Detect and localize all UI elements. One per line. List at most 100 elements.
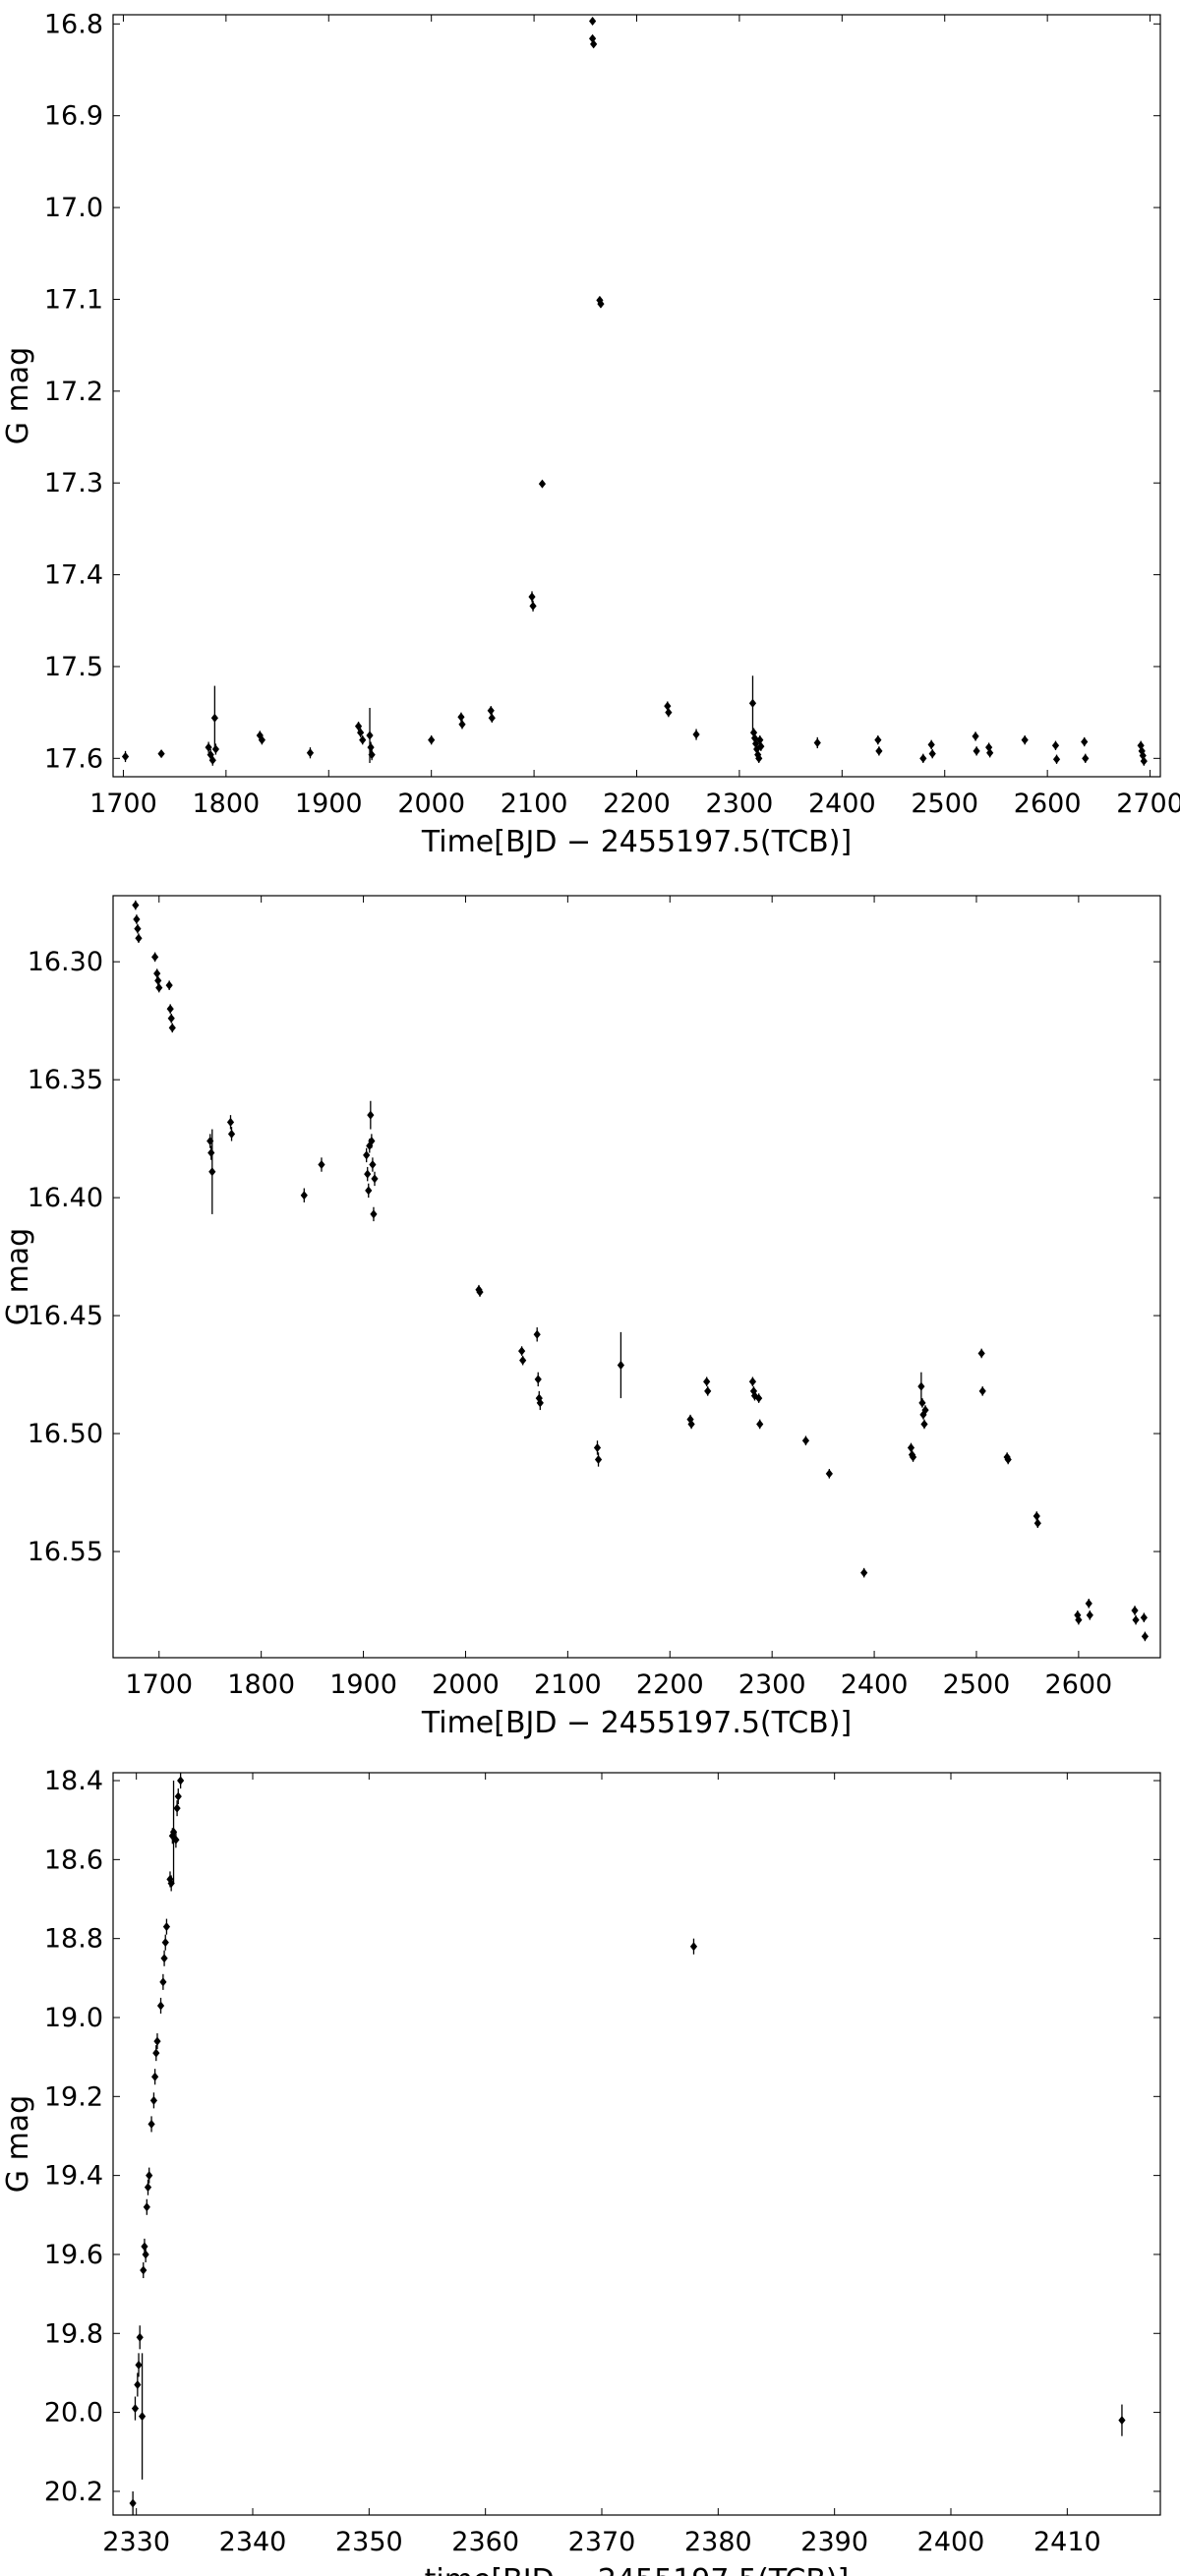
data-point xyxy=(1033,1518,1041,1528)
y-tick-label: 17.4 xyxy=(44,560,103,591)
data-point xyxy=(1118,2416,1126,2426)
data-point xyxy=(1132,1615,1140,1625)
data-point xyxy=(149,2095,158,2105)
data-point xyxy=(366,731,374,740)
data-point xyxy=(174,1791,182,1801)
data-point xyxy=(157,749,165,759)
plot-frame xyxy=(112,895,1161,1659)
data-point xyxy=(363,1150,371,1160)
x-axis-label: Time[BJD − 2455197.5(TCB)] xyxy=(421,1706,852,1740)
x-tick-label: 1700 xyxy=(89,789,157,819)
data-point xyxy=(367,742,375,752)
x-tick-label: 2200 xyxy=(603,789,671,819)
data-point xyxy=(211,744,220,754)
y-tick-label: 18.6 xyxy=(44,1844,103,1875)
data-point xyxy=(1140,756,1148,766)
y-tick-label: 16.40 xyxy=(28,1183,103,1213)
data-point xyxy=(692,730,700,739)
data-point xyxy=(367,1110,375,1120)
data-point xyxy=(132,901,140,910)
data-point xyxy=(151,2072,159,2081)
x-tick-label: 2600 xyxy=(1014,789,1082,819)
data-point xyxy=(488,713,496,723)
data-point xyxy=(152,2048,160,2058)
data-point xyxy=(134,2379,142,2389)
data-point xyxy=(534,1375,542,1384)
data-point xyxy=(173,1803,181,1813)
data-point xyxy=(755,1393,763,1403)
data-point xyxy=(155,983,163,993)
data-point xyxy=(258,735,266,745)
data-point xyxy=(306,748,315,758)
data-point xyxy=(686,1415,694,1425)
data-point xyxy=(909,1452,917,1462)
data-point xyxy=(227,1129,236,1139)
data-point xyxy=(755,753,763,763)
data-point xyxy=(487,706,495,716)
data-point xyxy=(1081,737,1089,747)
data-point xyxy=(689,1942,698,1952)
data-point xyxy=(1140,1612,1148,1622)
x-tick-label: 2330 xyxy=(102,2527,170,2557)
data-point xyxy=(1086,1610,1093,1620)
data-point xyxy=(748,698,757,708)
data-point xyxy=(1139,751,1147,761)
data-point xyxy=(665,708,673,718)
data-point xyxy=(918,1398,926,1408)
data-point xyxy=(1082,753,1090,763)
data-point xyxy=(457,712,465,722)
data-point xyxy=(986,748,994,758)
data-point xyxy=(134,924,142,934)
x-tick-label: 1700 xyxy=(125,1669,193,1700)
y-tick-label: 19.4 xyxy=(44,2161,103,2192)
data-point xyxy=(590,39,598,49)
y-tick-label: 18.8 xyxy=(44,1924,103,1955)
x-axis-label: Time[BJD − 2455197.5(TCB)] xyxy=(421,825,852,859)
data-point xyxy=(753,744,761,754)
data-point xyxy=(135,933,143,943)
y-tick-label: 17.6 xyxy=(44,743,103,774)
y-tick-label: 19.2 xyxy=(44,2081,103,2112)
data-point xyxy=(1131,1606,1139,1615)
data-point xyxy=(168,1023,176,1032)
y-tick-label: 16.35 xyxy=(28,1065,103,1095)
data-point xyxy=(874,735,882,745)
data-point xyxy=(664,701,672,711)
data-point xyxy=(159,1977,167,1987)
data-point xyxy=(594,1454,603,1464)
y-axis-label: G mag xyxy=(1,1228,35,1325)
x-tick-label: 2100 xyxy=(534,1669,602,1700)
data-point xyxy=(1085,1599,1092,1609)
light-curve-panel-middle: 1700 1800 1900 2000 2100 2200 2300 2400 2500 2600… xyxy=(1,895,1161,1740)
data-point xyxy=(533,1329,541,1339)
y-tick-label: 16.30 xyxy=(28,947,103,977)
data-point xyxy=(167,1878,175,1888)
data-point xyxy=(156,2001,165,2011)
y-tick-label: 17.3 xyxy=(44,468,103,498)
x-tick-label: 2200 xyxy=(636,1669,704,1700)
data-point xyxy=(757,741,765,751)
data-point xyxy=(1141,1631,1150,1641)
x-tick-label: 1900 xyxy=(295,789,363,819)
x-tick-label: 2000 xyxy=(397,789,465,819)
y-tick-label: 19.8 xyxy=(44,2318,103,2349)
light-curve-panel-bottom: 2330 2340 2350 2360 2370 2380 2390 2400 2410 18.4… xyxy=(1,1766,1161,2576)
x-tick-label: 2360 xyxy=(451,2527,519,2557)
data-point xyxy=(359,735,367,745)
x-tick-label: 2400 xyxy=(808,789,876,819)
data-point xyxy=(596,295,604,305)
data-point xyxy=(748,1376,757,1386)
light-curve-panel-top: 1700 1800 1900 2000 2100 2200 2300 2400 2500 2600… xyxy=(1,9,1180,859)
data-point xyxy=(919,753,927,763)
data-point xyxy=(536,1398,544,1408)
data-point xyxy=(151,952,159,962)
y-tick-label: 17.5 xyxy=(44,652,103,682)
y-tick-label: 20.0 xyxy=(44,2398,103,2429)
data-point xyxy=(597,299,605,309)
data-point xyxy=(357,728,365,737)
data-point xyxy=(162,1922,171,1932)
data-point xyxy=(860,1568,868,1578)
x-tick-label: 2410 xyxy=(1033,2527,1101,2557)
x-tick-label: 2400 xyxy=(917,2527,985,2557)
y-tick-label: 18.4 xyxy=(44,1766,103,1796)
